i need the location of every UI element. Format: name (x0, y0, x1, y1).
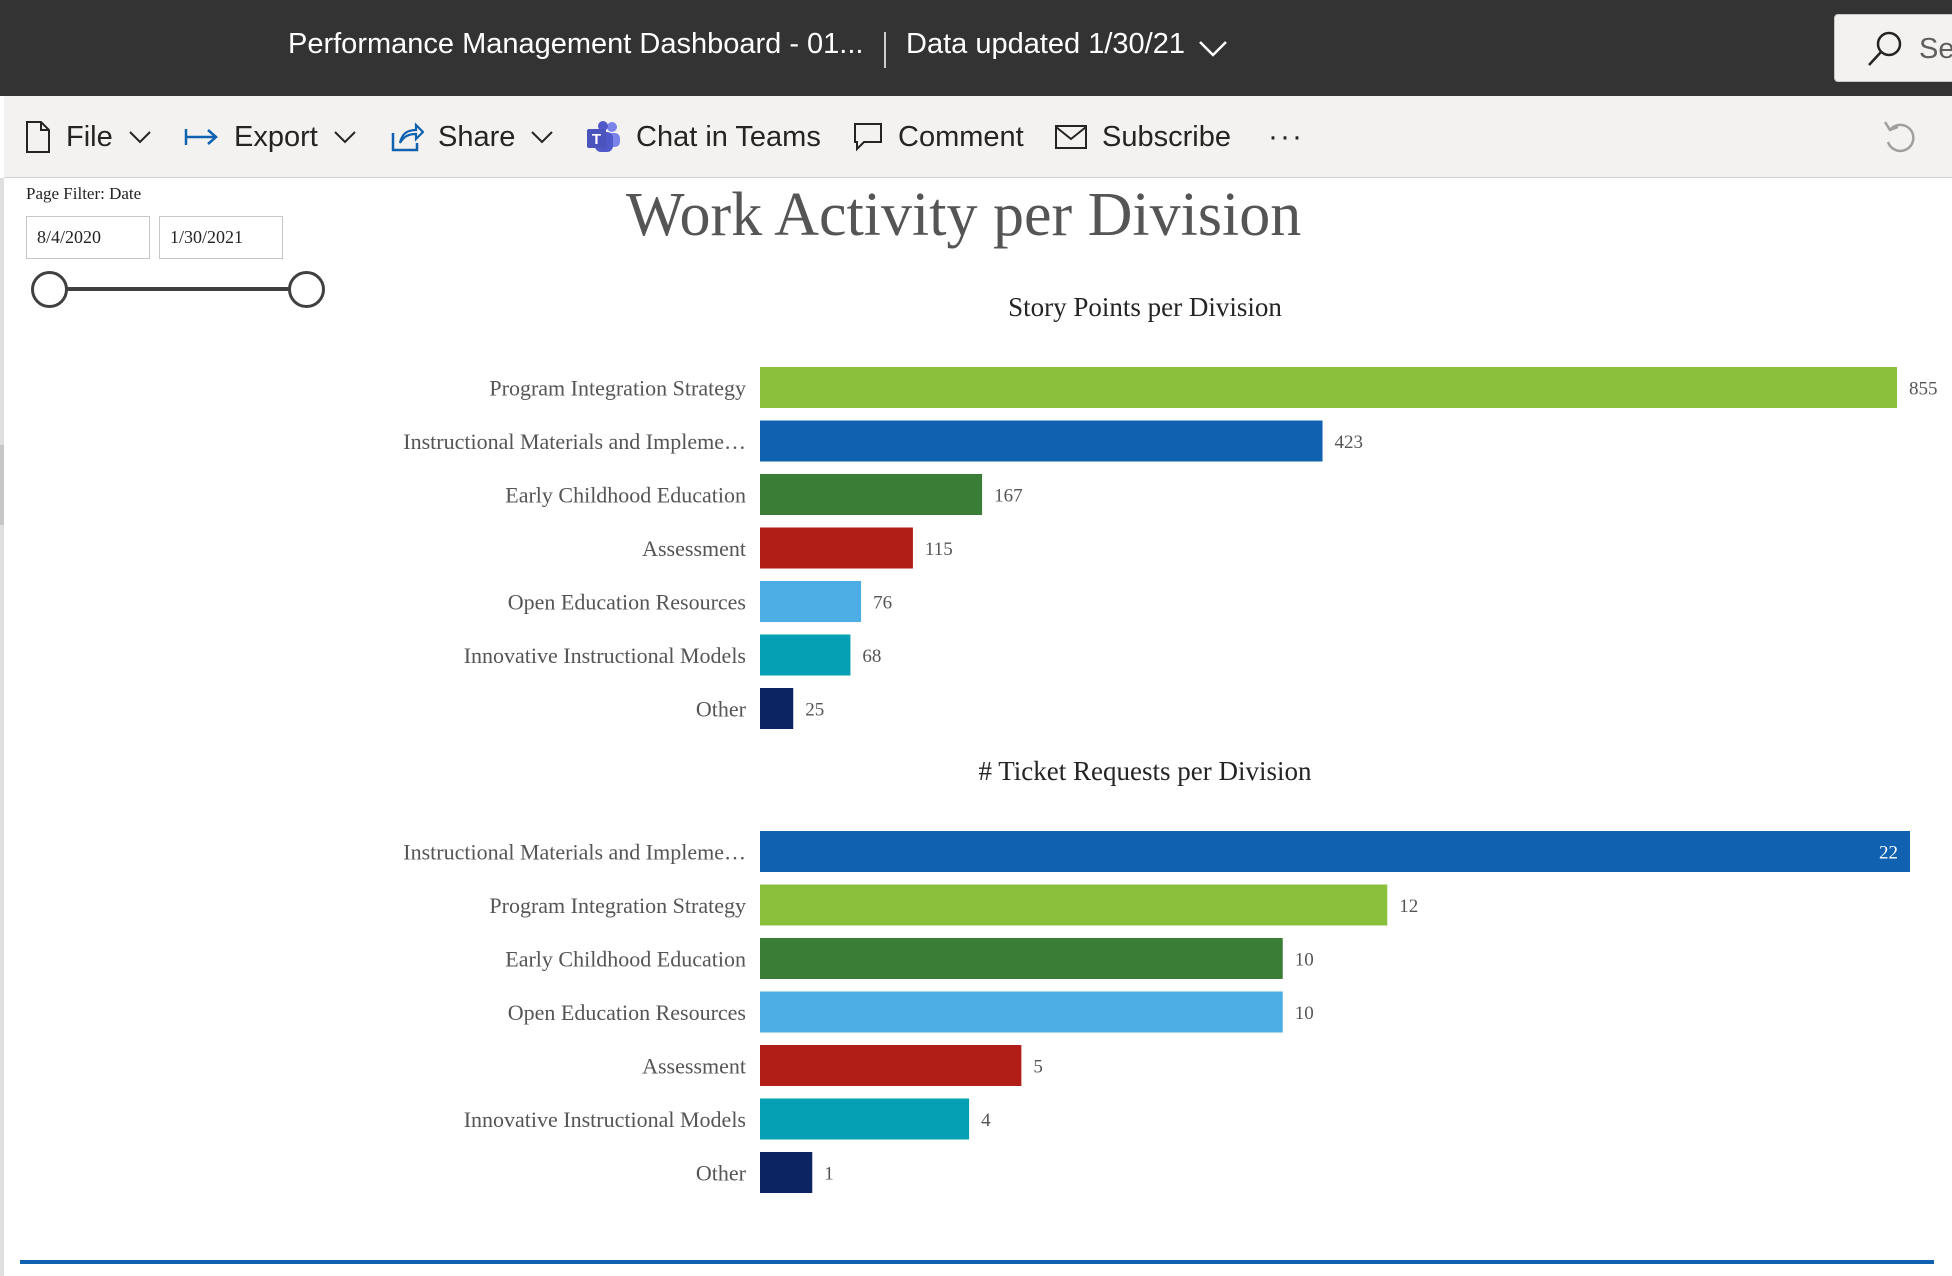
chart-title: # Ticket Requests per Division (978, 756, 1312, 786)
subscribe-button[interactable]: Subscribe (1054, 96, 1231, 178)
export-menu-button[interactable]: Export (184, 96, 358, 178)
category-label: Program Integration Strategy (489, 893, 746, 918)
side-pane-handle[interactable] (0, 445, 4, 525)
category-label: Open Education Resources (508, 590, 746, 615)
export-icon (184, 129, 218, 145)
bar[interactable] (760, 1152, 813, 1193)
category-label: Early Childhood Education (505, 483, 746, 508)
page-title: Work Activity per Division (626, 181, 1302, 249)
category-label: Innovative Instructional Models (464, 1107, 746, 1132)
date-slider-start-handle[interactable] (31, 271, 68, 308)
share-menu-label: Share (438, 120, 516, 153)
mail-icon (1055, 125, 1087, 149)
search-placeholder: Se (1919, 33, 1952, 65)
data-label: 10 (1295, 950, 1314, 971)
data-label: 5 (1033, 1057, 1043, 1078)
data-label: 22 (1879, 843, 1898, 864)
start-date-input[interactable]: 8/4/2020 (26, 216, 150, 259)
category-label: Assessment (642, 1054, 746, 1079)
bar[interactable] (760, 367, 1897, 408)
chart-title: Story Points per Division (1008, 292, 1282, 322)
bar[interactable] (760, 527, 913, 569)
more-options-button[interactable]: ··· (1268, 120, 1304, 153)
file-icon (26, 121, 50, 153)
category-label: Early Childhood Education (505, 947, 746, 972)
bar[interactable] (760, 938, 1283, 979)
share-icon (391, 122, 424, 152)
bar[interactable] (760, 884, 1388, 926)
comment-button[interactable]: Comment (852, 96, 1024, 178)
data-label: 10 (1295, 1003, 1314, 1024)
data-label: 115 (925, 539, 953, 560)
category-label: Open Education Resources (508, 1000, 746, 1025)
bar[interactable] (760, 474, 983, 515)
category-label: Assessment (642, 536, 746, 561)
data-label: 68 (862, 646, 881, 667)
chevron-down-icon (129, 131, 151, 144)
category-label: Other (696, 1161, 747, 1186)
bar[interactable] (760, 688, 794, 729)
data-label: 1 (824, 1164, 834, 1185)
search-icon (1868, 31, 1902, 66)
bar[interactable] (760, 1045, 1022, 1086)
date-slider-track[interactable] (50, 287, 308, 291)
svg-text:T: T (592, 131, 601, 148)
ticket-requests-bar-chart[interactable]: Instructional Materials and Impleme… 22 Pr… (0, 814, 1952, 1204)
search-input[interactable]: Se (1834, 14, 1952, 82)
category-label: Other (696, 697, 747, 722)
chevron-down-icon (531, 131, 554, 144)
canvas-left-edge (0, 178, 4, 1276)
bar[interactable] (760, 420, 1323, 462)
bar[interactable] (760, 581, 862, 622)
bar[interactable] (760, 634, 851, 676)
data-label: 25 (805, 700, 824, 721)
data-label: 855 (1909, 379, 1938, 400)
data-label: 76 (873, 593, 892, 614)
chevron-down-icon (334, 131, 356, 144)
file-menu-label: File (66, 120, 113, 153)
bar[interactable] (760, 831, 1910, 872)
date-slider-end-handle[interactable] (288, 271, 325, 308)
data-label: 167 (994, 486, 1023, 507)
title-divider (884, 32, 886, 68)
teams-icon: T (587, 121, 620, 152)
bar[interactable] (760, 1098, 970, 1140)
chat-in-teams-button[interactable]: T Chat in Teams (586, 96, 821, 178)
category-label: Innovative Instructional Models (464, 643, 746, 668)
data-label: 4 (981, 1110, 991, 1131)
reset-icon[interactable] (1880, 116, 1920, 156)
subscribe-label: Subscribe (1102, 120, 1231, 153)
date-filter-title: Page Filter: Date (26, 184, 142, 203)
title-bar: Performance Management Dashboard - 01...… (0, 0, 1952, 96)
category-label: Instructional Materials and Impleme… (403, 429, 746, 454)
chevron-down-icon[interactable] (1196, 34, 1230, 62)
category-label: Program Integration Strategy (489, 376, 746, 401)
data-label: 423 (1335, 432, 1364, 453)
action-toolbar: File Export Share T (4, 96, 1952, 178)
end-date-input[interactable]: 1/30/2021 (159, 216, 283, 259)
chat-in-teams-label: Chat in Teams (636, 120, 821, 153)
file-menu-button[interactable]: File (24, 96, 153, 178)
comment-icon (854, 123, 882, 152)
data-label: 12 (1399, 896, 1418, 917)
bottom-divider (20, 1260, 1934, 1264)
share-menu-button[interactable]: Share (390, 96, 555, 178)
data-updated-label[interactable]: Data updated 1/30/21 (906, 28, 1185, 60)
story-points-bar-chart[interactable]: Program Integration Strategy 855 Instructi… (0, 350, 1952, 740)
category-label: Instructional Materials and Impleme… (403, 840, 746, 865)
comment-label: Comment (898, 120, 1024, 153)
bar[interactable] (760, 991, 1283, 1033)
report-title[interactable]: Performance Management Dashboard - 01... (288, 28, 864, 60)
export-menu-label: Export (234, 120, 318, 153)
